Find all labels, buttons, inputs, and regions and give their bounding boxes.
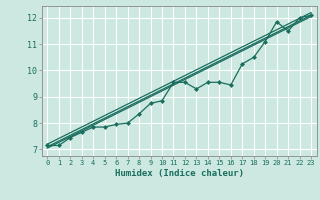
X-axis label: Humidex (Indice chaleur): Humidex (Indice chaleur) [115, 169, 244, 178]
